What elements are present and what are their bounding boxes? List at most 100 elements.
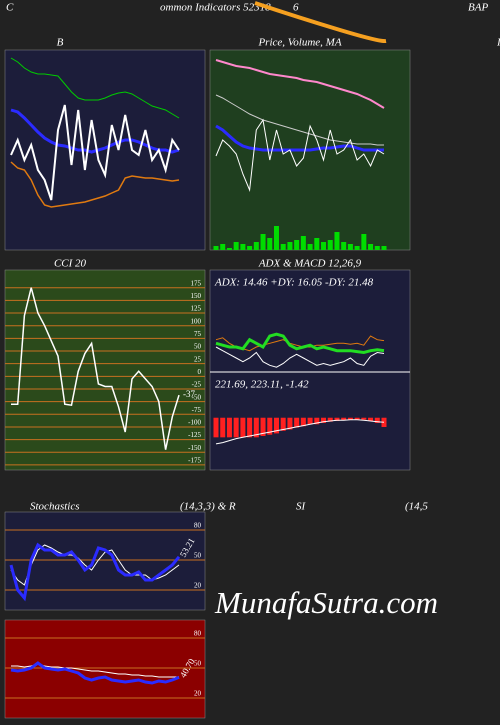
bar [341,242,347,250]
panel-title: CCI 20 [54,258,87,270]
bar [240,244,246,250]
bar [321,242,327,250]
series-line [215,124,384,152]
y-tick-label: -175 [188,457,201,465]
bar [327,240,333,250]
bar [247,417,253,438]
bar [273,226,279,250]
panel-title: B [57,37,64,49]
bar [327,417,333,422]
panel [4,269,206,471]
series-line [215,332,385,355]
bar [294,417,300,428]
y-tick-label: 75 [194,330,202,338]
y-tick-label: 20 [194,690,202,698]
panel-title: ADX & MACD 12,26,9 [258,258,362,270]
bar [314,417,320,425]
y-tick-label: 0 [198,368,202,376]
y-tick-label: -125 [188,431,201,439]
bar [287,242,293,250]
bar [374,417,380,423]
y-tick-label: 150 [191,292,202,300]
bar [267,417,273,435]
bar [334,232,340,250]
bar [260,417,266,437]
bar [226,248,232,250]
series-line [10,104,180,201]
last-value-label: -37 [183,389,195,399]
bar [368,417,374,421]
y-tick-label: 80 [194,522,202,530]
bar [240,417,246,438]
bar [280,244,286,250]
bar [213,417,219,438]
bar [381,417,387,428]
panel [4,619,206,719]
bar [300,236,306,250]
bar [253,242,259,250]
series-line [215,419,385,445]
panel-title: Price, Volume, MA [257,37,341,49]
series-line [10,661,180,685]
y-tick-label: -50 [192,393,202,401]
y-tick-label: 50 [194,552,202,560]
annotation: 221.69, 223.11, -1.42 [215,379,309,391]
header-num: 6 [293,2,299,14]
y-tick-label: 80 [194,630,202,638]
series-line [11,287,180,450]
series-line [10,108,180,154]
y-tick-label: 175 [191,279,202,287]
bar [220,417,226,438]
bar [294,240,300,250]
bar [374,246,380,250]
header-stroke [254,1,387,44]
header-right: BAP [468,2,488,14]
bar [361,234,367,250]
y-tick-label: 20 [194,582,202,590]
series-line [9,542,181,602]
bar [226,417,232,438]
y-tick-label: 125 [191,305,202,313]
bar [307,417,313,425]
bar [273,417,279,434]
series-line [10,161,180,208]
bar [381,246,387,250]
series-line [215,346,385,368]
y-tick-label: 100 [191,317,202,325]
bar [233,417,239,438]
bar [347,244,353,250]
bar [247,246,253,250]
y-tick-label: -25 [192,381,202,389]
bar [260,234,266,250]
rsi-title: SI [296,501,307,513]
bar [307,244,313,250]
series-line [10,57,180,119]
bar [280,417,286,431]
series-line [215,118,385,192]
bar [314,238,320,250]
y-tick-label: 50 [194,660,202,668]
annotation: ADX: 14.46 +DY: 16.05 -DY: 21.48 [214,277,374,289]
bar [233,242,239,250]
panel [209,269,411,471]
bar [213,246,219,250]
header-middle: ommon Indicators 52318 [160,2,271,14]
bar [347,417,353,420]
bar [341,417,347,421]
header-far-right: I [496,37,500,49]
stoch-params: (14,3,3) & R [180,501,236,513]
bar [361,417,367,420]
y-tick-label: 25 [194,355,202,363]
series-line [215,94,384,146]
panel [4,511,206,611]
bar [287,417,293,430]
series-line [215,59,385,109]
bar [354,246,360,250]
bar [300,417,306,427]
bar [354,417,360,420]
y-tick-label: -150 [188,444,201,452]
header-left: C [6,2,14,14]
bar [267,238,273,250]
panel [4,49,206,251]
